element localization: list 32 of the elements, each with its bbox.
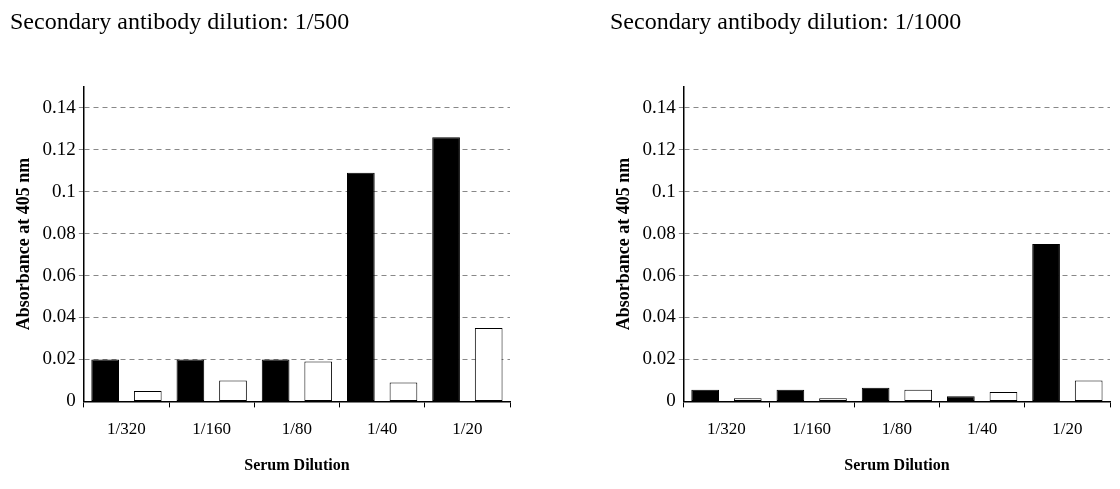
y-tick-label: 0.04 (642, 305, 677, 327)
x-tick-label: 1/20 (1052, 419, 1083, 439)
x-axis-title: Serum Dilution (844, 455, 950, 473)
x-tick-label: 1/320 (707, 419, 746, 439)
y-axis-title: Absorbance at 405 nm (613, 157, 634, 331)
y-tick-label: 0.08 (642, 221, 676, 243)
chart-title: Secondary antibody dilution: 1/1000 (610, 7, 962, 34)
x-tick-label: 1/80 (281, 419, 313, 439)
y-tick-label: 0.1 (652, 179, 676, 201)
chart-title: Secondary antibody dilution: 1/500 (10, 7, 350, 34)
y-tick-label: 0.06 (42, 263, 76, 285)
y-tick-label: 0.02 (42, 347, 76, 369)
x-tick-label: 1/160 (792, 419, 832, 439)
y-tick-label: 0.12 (642, 137, 676, 159)
x-tick-label: 1/40 (967, 419, 998, 439)
y-tick-label: 0.08 (42, 221, 76, 243)
y-axis-title: Absorbance at 405 nm (13, 157, 34, 331)
x-tick-label: 1/80 (881, 419, 913, 439)
y-tick-label: 0.1 (52, 179, 76, 201)
y-tick-label: 0.06 (642, 263, 676, 285)
x-tick-label: 1/20 (452, 419, 483, 439)
x-tick-label: 1/320 (107, 419, 146, 439)
y-tick-label: 0.02 (642, 347, 676, 369)
y-tick-label: 0 (666, 389, 676, 411)
y-tick-label: 0.04 (42, 305, 77, 327)
y-tick-label: 0.14 (42, 95, 77, 117)
x-axis-title: Serum Dilution (244, 455, 350, 473)
y-tick-label: 0.12 (42, 137, 76, 159)
x-tick-label: 1/160 (192, 419, 232, 439)
y-tick-label: 0 (66, 389, 76, 411)
y-tick-label: 0.14 (642, 95, 677, 117)
x-tick-label: 1/40 (367, 419, 398, 439)
